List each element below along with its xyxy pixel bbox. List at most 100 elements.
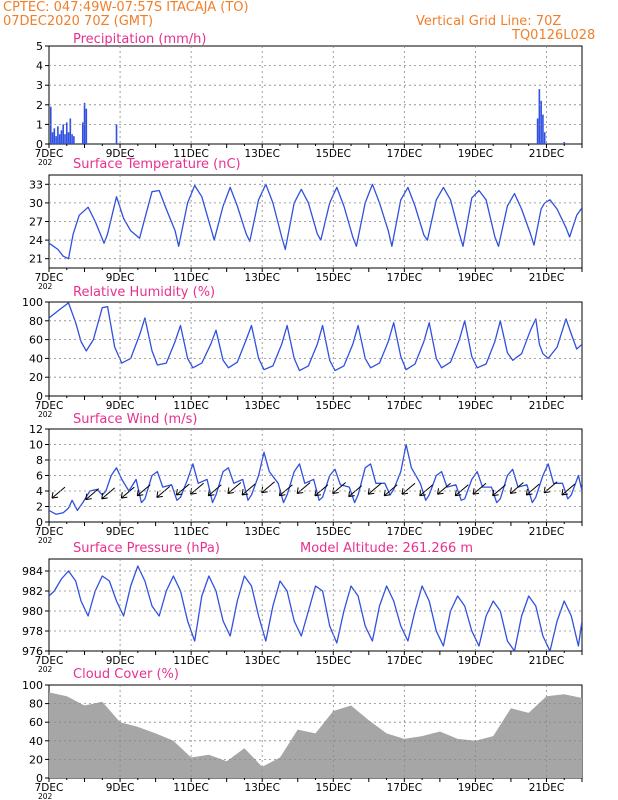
panel-title: Relative Humidity (%)	[73, 285, 215, 300]
panel-title: Surface Pressure (hPa)	[73, 541, 220, 556]
precip-bar	[49, 106, 52, 144]
wind-arrow	[332, 482, 347, 494]
y-tick-label: 12	[29, 423, 43, 436]
x-tick-label: 13DEC	[244, 655, 279, 667]
x-tick-label: 7DEC	[35, 148, 64, 160]
wind-arrowhead	[101, 492, 108, 500]
wind-arrowhead	[472, 488, 480, 495]
wind-arrow	[437, 482, 451, 495]
precip-bar	[71, 134, 73, 144]
wind-arrow	[85, 488, 100, 501]
x-tick-label: 17DEC	[387, 148, 422, 160]
panel-6: 0 20 40 60 80 100 7DEC 9DEC 11DEC 13DEC 15DEC 17DEC…	[22, 667, 583, 800]
panel-frame	[48, 45, 583, 145]
precip-bar	[81, 122, 84, 144]
x-tick-label: 9DEC	[106, 655, 135, 667]
wind-arrowhead	[241, 488, 249, 496]
x-tick-label: 19DEC	[458, 400, 493, 412]
x-tick-label: 17DEC	[387, 782, 422, 794]
wind-arrow	[314, 484, 329, 497]
y-tick-label: 5	[36, 40, 43, 53]
series-line	[49, 565, 582, 651]
x-tick-label: 21DEC	[529, 526, 564, 538]
x-tick-label: 13DEC	[244, 272, 279, 284]
wind-arrowhead	[525, 488, 533, 496]
y-tick-label: 980	[22, 605, 43, 618]
wind-arrowhead	[156, 491, 163, 498]
precip-bar	[83, 102, 86, 144]
wind-arrow	[526, 483, 540, 496]
wind-arrowhead	[227, 487, 234, 494]
y-tick-label: 976	[22, 645, 43, 658]
x-tick-label: 15DEC	[316, 526, 351, 538]
y-tick-label: 21	[29, 253, 43, 266]
panel-3: 0 20 40 60 80 100 7DEC 9DEC 11DEC 13DEC 15DEC 17DEC…	[22, 285, 583, 419]
precip-bar	[69, 118, 72, 144]
y-tick-label: 60	[29, 716, 43, 729]
y-tick-label: 0	[36, 138, 43, 151]
wind-arrow	[261, 481, 275, 494]
plot-area	[49, 302, 582, 372]
wind-arrowhead	[348, 490, 355, 498]
x-tick-label: 19DEC	[458, 272, 493, 284]
x-tick-label: 19DEC	[458, 782, 493, 794]
panel-title: Precipitation (mm/h)	[73, 32, 206, 47]
precip-bar	[67, 132, 70, 144]
x-tick-label: 11DEC	[173, 148, 208, 160]
wind-arrow	[561, 483, 576, 496]
x-tick-label: 13DEC	[244, 400, 279, 412]
y-tick-label: 60	[29, 334, 43, 347]
x-tick-label: 7DEC	[35, 782, 64, 794]
x-tick-label: 7DEC	[35, 655, 64, 667]
plot-area	[49, 692, 582, 778]
wind-arrowhead	[367, 488, 375, 495]
panel-2: 21 24 27 30 33 7DEC 9DEC 11DEC 13DEC 15DEC 17DEC 19…	[29, 157, 583, 291]
panel-5: 976 978 980 982 984 7DEC 9DEC 11DEC 13DEC 15DEC 17…	[22, 541, 583, 674]
x-tick-label: 21DEC	[529, 782, 564, 794]
y-tick-label: 2	[36, 99, 43, 112]
precip-bar	[51, 132, 54, 144]
x-tick-label: 15DEC	[316, 782, 351, 794]
y-tick-label: 100	[22, 296, 43, 309]
wind-arrowhead	[561, 488, 568, 496]
wind-arrow	[227, 482, 242, 494]
cloud-cover-area	[49, 692, 582, 778]
wind-arrow	[190, 482, 204, 495]
precip-bar	[53, 128, 56, 144]
year-fragment-label: 202	[38, 410, 53, 419]
wind-arrow	[454, 484, 469, 497]
y-tick-label: 4	[36, 60, 43, 73]
x-tick-label: 17DEC	[387, 400, 422, 412]
precip-bar	[563, 142, 566, 144]
wind-arrowhead	[509, 487, 517, 494]
precip-bar	[85, 108, 88, 144]
precip-bar	[115, 124, 118, 144]
plot-area	[49, 183, 582, 260]
x-tick-label: 7DEC	[35, 272, 64, 284]
x-tick-label: 9DEC	[106, 148, 135, 160]
wind-arrow	[120, 486, 135, 499]
x-tick-label: 21DEC	[529, 148, 564, 160]
wind-arrow	[136, 484, 151, 497]
x-tick-label: 21DEC	[529, 400, 564, 412]
x-tick-label: 9DEC	[106, 400, 135, 412]
x-tick-label: 19DEC	[458, 655, 493, 667]
year-fragment-label: 202	[38, 536, 53, 545]
series-line	[49, 443, 582, 515]
y-tick-label: 20	[29, 371, 43, 384]
station-label: CPTEC: 047:49W-07:57S ITACAJA (TO)	[3, 0, 249, 15]
grid-line-note: Vertical Grid Line: 70Z	[416, 14, 562, 29]
year-fragment-label: 202	[38, 665, 53, 674]
y-tick-label: 8	[36, 454, 43, 467]
model-altitude-label: Model Altitude: 261.266 m	[300, 541, 473, 556]
y-tick-label: 4	[36, 485, 43, 498]
y-tick-label: 24	[29, 234, 43, 247]
y-tick-label: 10	[29, 439, 43, 452]
wind-arrowhead	[85, 493, 92, 501]
x-tick-label: 17DEC	[387, 272, 422, 284]
x-tick-label: 13DEC	[244, 782, 279, 794]
x-tick-label: 7DEC	[35, 400, 64, 412]
wind-arrow	[383, 484, 398, 497]
y-tick-label: 0	[36, 516, 43, 529]
